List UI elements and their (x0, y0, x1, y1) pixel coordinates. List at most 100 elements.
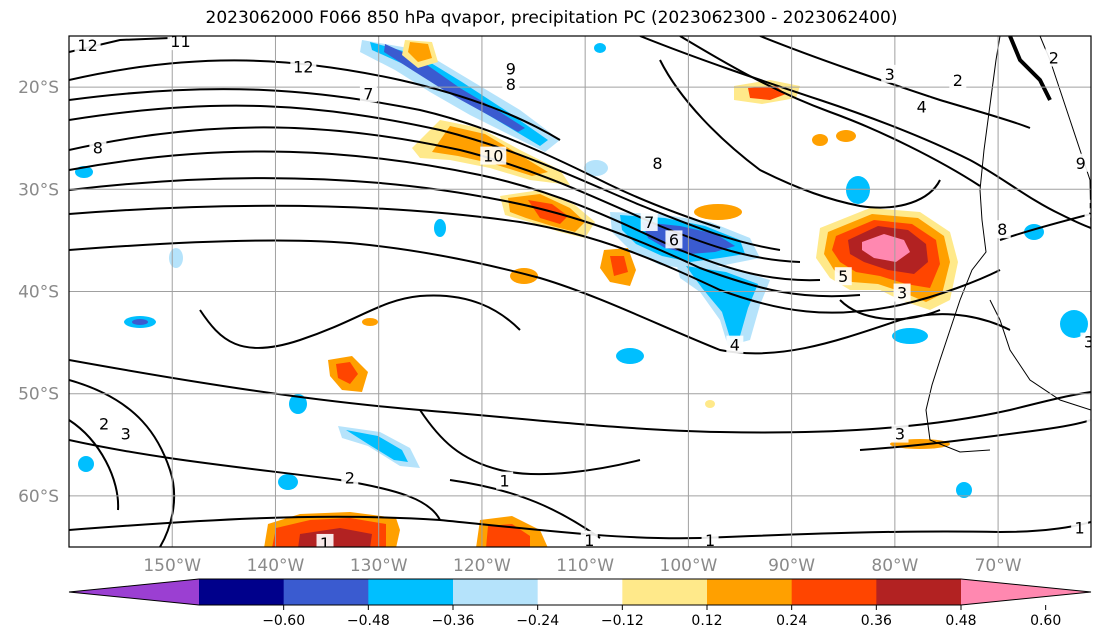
contour-8-band (69, 126, 801, 263)
colorbar-segment-1 (283, 579, 369, 605)
precip-blob-blue-133w-58s (278, 474, 298, 490)
contour-label-bg-17 (1045, 48, 1063, 67)
lon-label-7: 80°W (871, 556, 918, 576)
lon-label-4: 110°W (556, 556, 614, 576)
colorbar-segment-6 (707, 579, 793, 605)
contour-label-bg-0 (74, 36, 101, 55)
lat-label-4: 60°S (18, 487, 59, 507)
contour-label-bg-25 (117, 424, 135, 443)
contour-label-bg-6 (89, 138, 107, 157)
precip-blob-orange-87w-25s (812, 134, 828, 146)
lon-label-5: 100°W (660, 556, 718, 576)
contour-1-lower (449, 479, 601, 539)
contour-label-24: 2 (99, 414, 109, 433)
precip-blob-orange-100w-33s (694, 204, 742, 220)
contour-label-22: 3 (895, 425, 905, 444)
colorbar-segment-3 (453, 579, 539, 605)
precip-blob-blue-83w-30s (846, 176, 870, 204)
contour-loop-lower (419, 409, 641, 476)
precip-blob-orange-83w-25s (836, 130, 856, 142)
contour-12-band (69, 59, 561, 141)
contour-label-20: 8 (997, 220, 1007, 239)
contour-loop-upper-right (659, 59, 941, 209)
contour-label-bg-5 (359, 84, 377, 103)
plot-frame (68, 35, 1092, 548)
lon-label-1: 140°W (247, 556, 305, 576)
contour-label-12: 3 (897, 284, 907, 303)
precip-red-135w (336, 362, 358, 384)
contour-label-bg-1 (167, 36, 194, 51)
contour-label-25: 3 (121, 425, 131, 444)
contour-andes-dense (1008, 36, 1052, 101)
precip-blob-blue-135w-52s (289, 394, 307, 414)
colorbar-label-7: 0.36 (861, 613, 892, 629)
contour-10-band (69, 88, 721, 229)
contour-label-2: 12 (293, 58, 313, 77)
contour-label-0: 12 (77, 36, 97, 55)
contour-label-bg-27 (496, 471, 514, 490)
contour-label-27: 1 (500, 472, 510, 491)
contour-label-bg-15 (949, 70, 967, 89)
contour-label-bg-18 (1072, 153, 1090, 172)
contour-4-southeast (859, 419, 1091, 451)
contour-label-13: 4 (730, 336, 740, 355)
contour-label-18: 9 (1076, 154, 1086, 173)
contour-label-bg-16 (913, 97, 931, 116)
contour-label-28: 1 (584, 531, 594, 550)
contour-2-mid (69, 439, 441, 521)
contour-label-6: 8 (93, 138, 103, 157)
contour-label-bg-14 (881, 64, 899, 83)
colorbar-extend-high (961, 579, 1091, 605)
colorbar-label-1: −0.48 (347, 613, 390, 629)
contour-label-19: 5 (1088, 200, 1098, 219)
colorbar-segment-2 (368, 579, 454, 605)
lon-label-8: 70°W (975, 556, 1022, 576)
lon-label-0: 150°W (143, 556, 201, 576)
contour-label-bg-13 (726, 335, 744, 354)
longitude-labels: 150°W 140°W 130°W 120°W 110°W 100°W 90°W 80°W 70… (143, 556, 1021, 576)
lon-label-3: 120°W (453, 556, 511, 576)
contour-label-3: 9 (506, 60, 516, 79)
precip-bottom-red-119w (486, 524, 530, 547)
contour-label-bg-24 (95, 414, 113, 433)
contour-label-14: 3 (885, 65, 895, 84)
latitude-labels: 20°S 30°S 40°S 50°S 60°S (18, 78, 59, 507)
contour-label-31: 1 (1075, 519, 1085, 538)
contour-5-band (69, 204, 1001, 314)
colorbar-outline (68, 578, 1092, 606)
precip-cyan-55s (346, 430, 408, 462)
contour-label-8: 8 (652, 154, 662, 173)
contour-label-21: 3 (1084, 333, 1094, 352)
colorbar-label-4: −0.12 (601, 613, 644, 629)
precip-blob-blue-124w-33s (434, 219, 446, 237)
contour-label-11: 5 (838, 267, 848, 286)
contour-loop-mid-left (199, 294, 521, 349)
colorbar-label-5: 0.12 (691, 613, 722, 629)
precip-blob-blue-44w (616, 348, 644, 364)
precip-blob-blue-150w (169, 248, 183, 268)
colorbar-label-8: 0.48 (945, 613, 976, 629)
contour-6-band (69, 176, 861, 298)
colorbar: −0.60 −0.48 −0.36 −0.24 −0.12 0.12 0.24 0.36 0.4… (68, 578, 1092, 629)
contour-label-bg-12 (893, 283, 911, 302)
precip-cluster-108w-b (610, 256, 628, 276)
contour-label-bg-22 (891, 424, 909, 443)
precip-cluster-115w-c (528, 200, 568, 224)
contour-3-lower (69, 379, 176, 547)
contour-label-bg-26 (341, 468, 359, 487)
contour-loop-80w (839, 299, 941, 321)
colorbar-segment-5 (622, 579, 708, 605)
precip-pink-80w (862, 234, 910, 262)
colorbar-label-9: 0.60 (1030, 613, 1061, 629)
lon-label-2: 130°W (350, 556, 408, 576)
contour-label-7: 10 (483, 147, 503, 166)
gridlines (69, 36, 1091, 547)
contour-label-29: 1 (705, 531, 715, 550)
contour-label-4: 8 (506, 75, 516, 94)
contour-label-bg-9 (640, 213, 658, 232)
colorbar-segment-0 (199, 579, 285, 605)
colorbar-label-6: 0.24 (776, 613, 807, 629)
contour-label-bg-31 (1071, 518, 1089, 537)
